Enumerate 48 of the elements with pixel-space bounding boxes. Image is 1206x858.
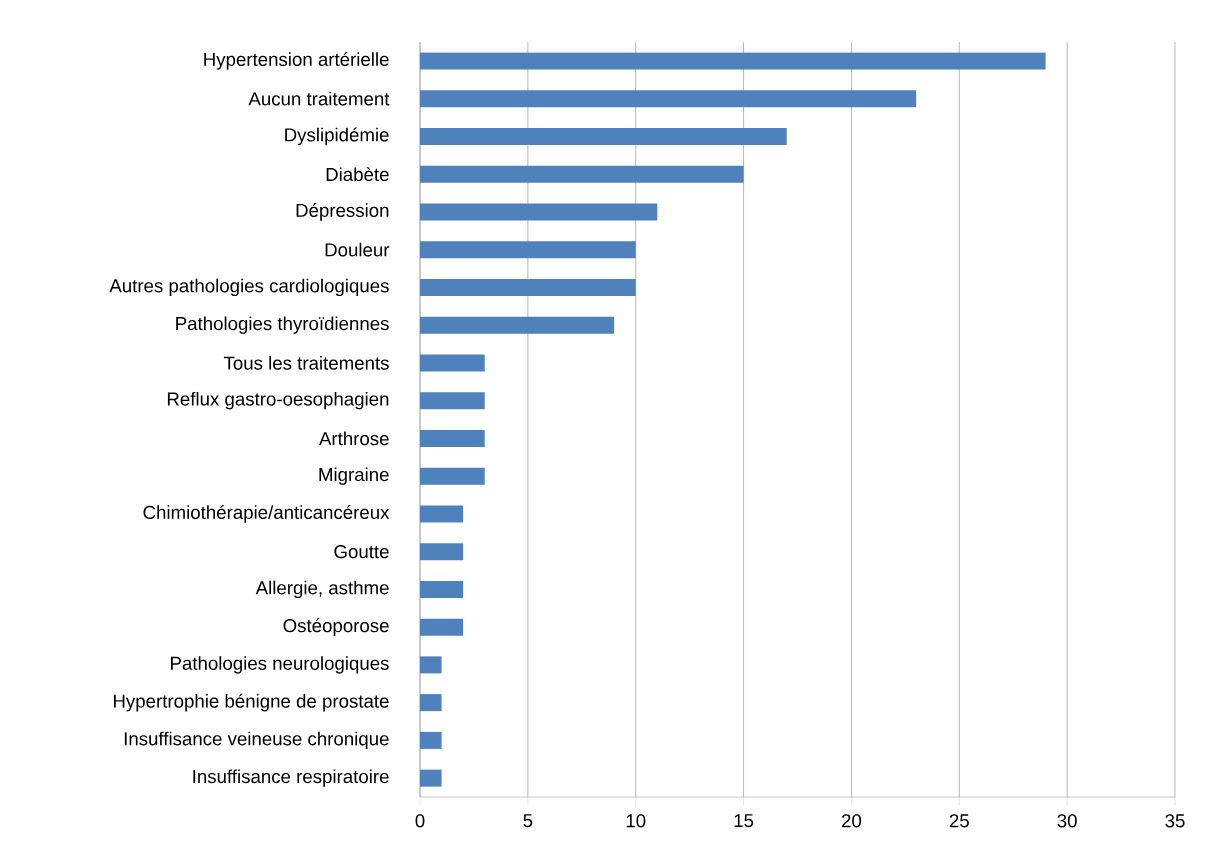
y-tick-label: Autres pathologies cardiologiques [109,278,389,297]
x-tick-label: 0 [415,814,425,828]
y-tick-label: Chimiothérapie/anticancéreux [143,505,390,523]
y-tick-label: Dyslipidémie [285,127,389,146]
bar [420,354,485,372]
x-tick-label: 15 [734,814,754,828]
bar [420,52,1046,70]
bar [420,278,636,296]
y-tick-label: Pathologies thyroïdiennes [176,316,389,334]
y-tick-label: Reflux gastro-oesophagien [167,391,389,410]
bar [420,505,464,523]
bar [420,429,485,447]
y-tick-label: Goutte [334,545,389,559]
bar [420,731,442,749]
y-tick-label: Pathologies neurologiques [171,656,389,674]
y-tick-label: Hypertrophie bénigne de prostate [113,693,389,712]
y-tick-label: Insuffisance respiratoire [193,769,389,787]
x-tick-label: 20 [841,814,862,828]
bar [420,203,658,221]
bar [420,165,744,183]
bar [420,127,787,145]
x-tick-label: 25 [949,814,969,828]
bar [420,316,615,334]
y-tick-label: Allergie, asthme [255,580,389,599]
bar [420,580,464,598]
bar [420,694,442,712]
bar [420,90,917,108]
bar [420,241,636,259]
x-tick-label: 10 [626,814,646,828]
x-tick-label: 35 [1165,814,1185,828]
bar [420,467,485,485]
x-tick-label: 5 [523,814,533,828]
bar [420,618,464,636]
y-tick-label: Hypertension artérielle [204,52,389,70]
y-tick-label: Diabète [326,167,389,182]
y-tick-label: Migraine [319,467,389,485]
y-tick-label: Insuffisance veineuse chronique [124,731,389,750]
y-tick-label: Dépression [296,203,389,221]
y-tick-label: Aucun traitement [248,91,390,106]
x-tick-label: 30 [1057,814,1077,828]
bar [420,392,485,410]
y-tick-label: Douleur [325,242,390,257]
bar [420,769,442,787]
bar [420,543,464,561]
bar [420,656,442,674]
y-tick-label: Arthrose [319,431,389,446]
y-tick-label: Tous les traitements [223,356,389,370]
y-tick-label: Ostéoporose [283,618,389,636]
